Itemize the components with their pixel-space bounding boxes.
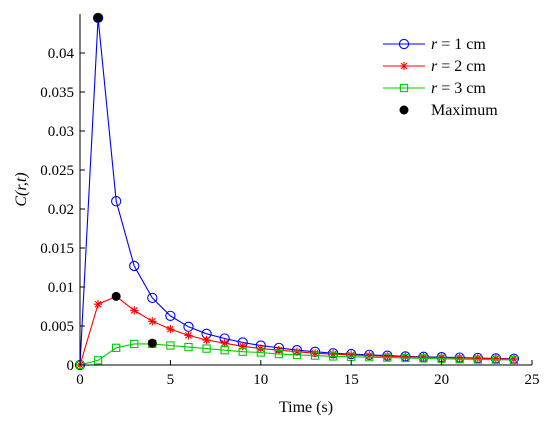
maximum-point-1 [93,13,103,23]
y-tick-label: 0.02 [48,202,74,218]
series-3-point [93,356,103,365]
series-3-point [401,353,410,363]
legend-label-1: r = 1 cm [431,36,486,53]
series-3-point [383,353,392,362]
x-tick-label: 0 [76,372,84,388]
y-tick-label: 0.005 [40,319,74,335]
series-1-point [111,196,122,207]
y-tick-label: 0.03 [48,124,74,140]
x-tick-label: 5 [167,372,175,388]
legend-marker-1 [398,38,410,50]
legend: r = 1 cm r = 2 cm r = 3 cm Maximum [383,36,498,119]
series-3-point [365,353,374,362]
y-tick-label: 0.015 [40,241,74,257]
series-3-point [509,355,519,365]
series-2-point [220,338,229,348]
x-axis-label: Time (s) [279,399,333,416]
series-3-point [220,346,229,355]
series-3-point [238,347,247,356]
series-3-point [455,354,464,364]
series-2-point [166,324,175,334]
x-tick-label: 10 [253,372,268,388]
y-axis-label: C(r,t) [13,172,30,206]
series-3-point [112,343,121,352]
maximum-point-3 [147,338,157,348]
series-3-point [130,339,139,349]
plot-marks [74,12,520,371]
series-1-point [92,12,104,24]
x-tick-label: 15 [344,372,359,388]
series-1-point [129,260,140,272]
legend-label-maximum: Maximum [431,102,498,119]
series-1-point [147,292,158,304]
series-2-point [148,317,157,326]
series-2-point [93,299,103,309]
legend-label-2: r = 2 cm [431,58,486,75]
y-tick-label: 0 [67,358,75,374]
series-3-point [256,348,265,357]
series-2-point [347,350,356,360]
y-tick-label: 0.04 [48,46,75,62]
series-3-point [473,355,482,364]
series-3-point [184,342,193,352]
axes: 0 5 10 15 20 25 0 0.005 0.01 0.015 0.02 0.025 0.03 0.… [40,14,540,388]
legend-entry-maximum: Maximum [399,102,498,119]
maximum-point-2 [111,291,121,301]
legend-entry-2: r = 2 cm [383,58,486,75]
y-tick-label: 0.01 [48,280,74,296]
series-2-point [365,351,374,360]
legend-marker-maximum [399,105,409,115]
series-3-point [328,352,338,361]
series-3-point [491,355,500,364]
series-3-point [274,349,284,359]
series-1-point [165,310,176,322]
series-2-point [238,342,247,351]
series-3-point [292,350,302,360]
legend-marker-3 [399,83,409,93]
legend-marker-2 [399,61,409,71]
series-2-point [202,335,211,345]
legend-entry-3: r = 3 cm [383,80,486,97]
series-line-3 [79,343,514,366]
series-2-point [130,306,139,315]
x-tick-label: 25 [525,372,540,388]
series-3-point [202,344,211,353]
legend-entry-1: r = 1 cm [383,36,486,53]
legend-label-3: r = 3 cm [431,80,486,97]
series-3-point [419,354,428,363]
x-tick-label: 20 [434,372,449,388]
series-2-point [184,331,193,340]
series-3-point [310,351,320,360]
series-3-point [166,341,175,350]
series-2-point [328,349,338,359]
y-tick-label: 0.035 [40,85,74,101]
y-tick-label: 0.025 [40,163,74,179]
